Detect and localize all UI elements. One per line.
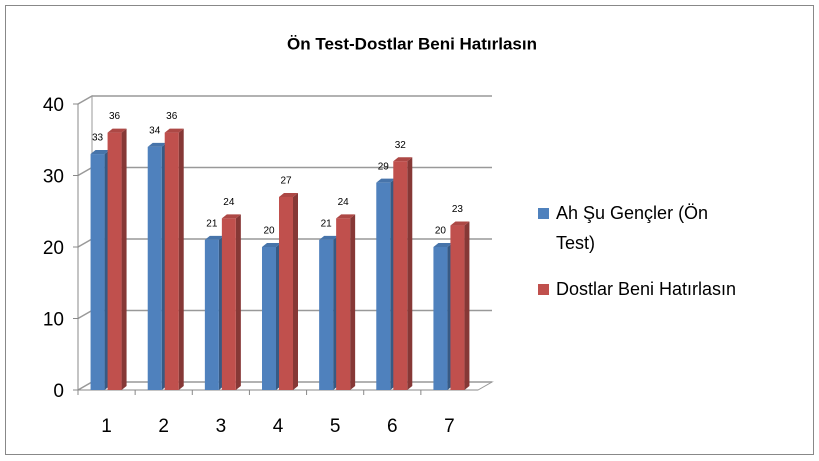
- bar-front: [147, 146, 162, 390]
- data-label: 21: [206, 218, 218, 229]
- bar-side: [178, 128, 184, 390]
- chart-title: Ön Test-Dostlar Beni Hatırlasın: [287, 34, 537, 53]
- bar-front: [336, 218, 351, 390]
- data-label: 20: [435, 226, 447, 237]
- bar-top: [147, 142, 167, 147]
- legend-label: Ah Şu Gençler (Ön Test): [556, 203, 709, 253]
- bar-top: [262, 243, 281, 247]
- legend-label: Dostlar Beni Hatırlasın: [556, 279, 737, 299]
- data-label: 24: [223, 197, 235, 208]
- bar-side: [350, 214, 356, 390]
- data-label: 29: [378, 161, 390, 172]
- legend-swatch: [538, 284, 549, 295]
- bar-top: [164, 128, 184, 133]
- bar-front: [279, 196, 293, 390]
- bar-front: [376, 182, 391, 390]
- bar-side: [464, 221, 470, 390]
- bar-top: [90, 150, 110, 155]
- bar-front: [107, 132, 122, 390]
- bar: [204, 235, 224, 390]
- bar: [319, 235, 339, 390]
- bar-side: [293, 192, 298, 390]
- bar: [433, 243, 453, 390]
- y-tick-label: 0: [53, 381, 64, 402]
- y-tick-label: 30: [43, 167, 64, 188]
- bar-top: [319, 235, 339, 240]
- legend: Ah Şu Gençler (Ön Test) Dostlar Beni Hatı…: [538, 198, 808, 320]
- bar-side: [407, 157, 413, 390]
- x-tick-label: 3: [216, 416, 227, 437]
- bar-top: [433, 243, 453, 247]
- grid-line: [77, 95, 492, 105]
- bar-top: [221, 214, 241, 219]
- data-label: 36: [166, 111, 178, 122]
- bar-front: [204, 239, 219, 390]
- bar-front: [90, 154, 105, 390]
- bar-front: [450, 225, 465, 390]
- bar-front: [393, 161, 408, 390]
- bar: [164, 128, 184, 390]
- bar: [90, 150, 110, 390]
- bar: [336, 214, 356, 390]
- bar-top: [450, 221, 470, 226]
- y-tick-label: 40: [43, 95, 64, 116]
- data-label: 33: [92, 133, 104, 144]
- data-label: 24: [338, 197, 350, 208]
- data-label: 21: [321, 218, 333, 229]
- bar-top: [336, 214, 356, 219]
- x-tick-label: 2: [158, 416, 169, 437]
- legend-swatch: [538, 208, 549, 219]
- data-label: 20: [263, 226, 275, 237]
- bar: [107, 128, 127, 390]
- data-label: 32: [395, 140, 407, 151]
- y-tick-label: 10: [43, 310, 64, 331]
- bar: [147, 142, 167, 390]
- bar-top: [376, 178, 396, 183]
- bar: [450, 221, 470, 390]
- bar: [221, 214, 241, 390]
- bar-front: [262, 247, 276, 390]
- bar-side: [235, 214, 241, 390]
- x-tick-label: 5: [330, 416, 341, 437]
- bar-top: [279, 192, 298, 197]
- bar-front: [319, 239, 334, 390]
- bar: [393, 157, 413, 390]
- data-label: 36: [109, 111, 121, 122]
- x-tick-label: 4: [273, 416, 284, 437]
- bar-top: [393, 157, 413, 162]
- data-label: 27: [280, 176, 292, 187]
- bar-side: [121, 128, 127, 390]
- bar: [262, 243, 281, 390]
- bar-top: [107, 128, 127, 133]
- x-tick-label: 7: [444, 416, 455, 437]
- y-tick-label: 20: [43, 238, 64, 259]
- bar-front: [433, 247, 448, 390]
- bar: [279, 192, 298, 390]
- bar: [376, 178, 396, 390]
- x-tick-label: 6: [387, 416, 398, 437]
- bar-top: [204, 235, 224, 240]
- bar-front: [221, 218, 236, 390]
- x-tick-label: 1: [101, 416, 112, 437]
- data-label: 23: [452, 204, 464, 215]
- legend-item: Dostlar Beni Hatırlasın: [538, 274, 808, 304]
- bar-front: [164, 132, 179, 390]
- data-label: 34: [149, 126, 161, 137]
- legend-item: Ah Şu Gençler (Ön Test): [538, 198, 808, 258]
